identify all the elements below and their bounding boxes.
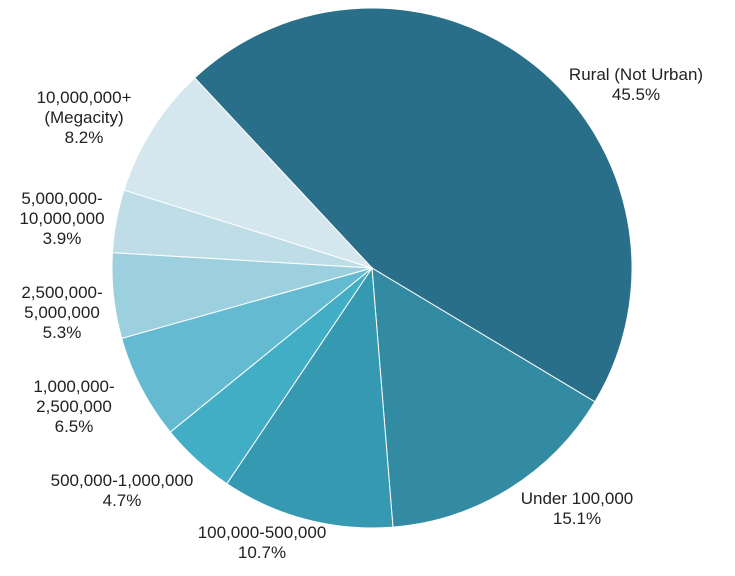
pie-label-name-5: 5,000,000 <box>24 303 100 322</box>
pie-label-name-5: 2,500,000- <box>21 283 102 302</box>
pie-slice-2 <box>226 266 394 529</box>
pie-labels: Rural (Not Urban)45.5% Under 100,00015.1%… <box>19 65 703 562</box>
pie-label-name-6: 5,000,000- <box>21 189 102 208</box>
pie-label-name-7: 10,000,000+ <box>36 88 131 107</box>
pie-label-value-1: 15.1% <box>553 509 601 528</box>
pie-label-name-1: Under 100,000 <box>521 489 633 508</box>
pie-label-name-6: 10,000,000 <box>19 209 104 228</box>
pie-label-name-7: (Megacity) <box>44 108 123 127</box>
pie-label-value-6: 3.9% <box>43 229 82 248</box>
pie-label-value-5: 5.3% <box>43 323 82 342</box>
pie-label-name-4: 1,000,000- <box>33 377 114 396</box>
pie-slice-0 <box>193 7 633 403</box>
pie-label-value-4: 6.5% <box>55 417 94 436</box>
pie-label-value-7: 8.2% <box>65 128 104 147</box>
pie-label-value-2: 10.7% <box>238 543 286 562</box>
pie-label-name-3: 500,000-1,000,000 <box>51 471 194 490</box>
pie-label-value-3: 4.7% <box>103 491 142 510</box>
pie-label-name-2: 100,000-500,000 <box>198 523 327 542</box>
pie-slices <box>111 7 633 529</box>
pie-slice-7 <box>123 77 374 270</box>
pie-slice-1 <box>371 267 596 528</box>
pie-label-value-0: 45.5% <box>612 85 660 104</box>
pie-label-name-0: Rural (Not Urban) <box>569 65 703 84</box>
pie-label-name-4: 2,500,000 <box>36 397 112 416</box>
